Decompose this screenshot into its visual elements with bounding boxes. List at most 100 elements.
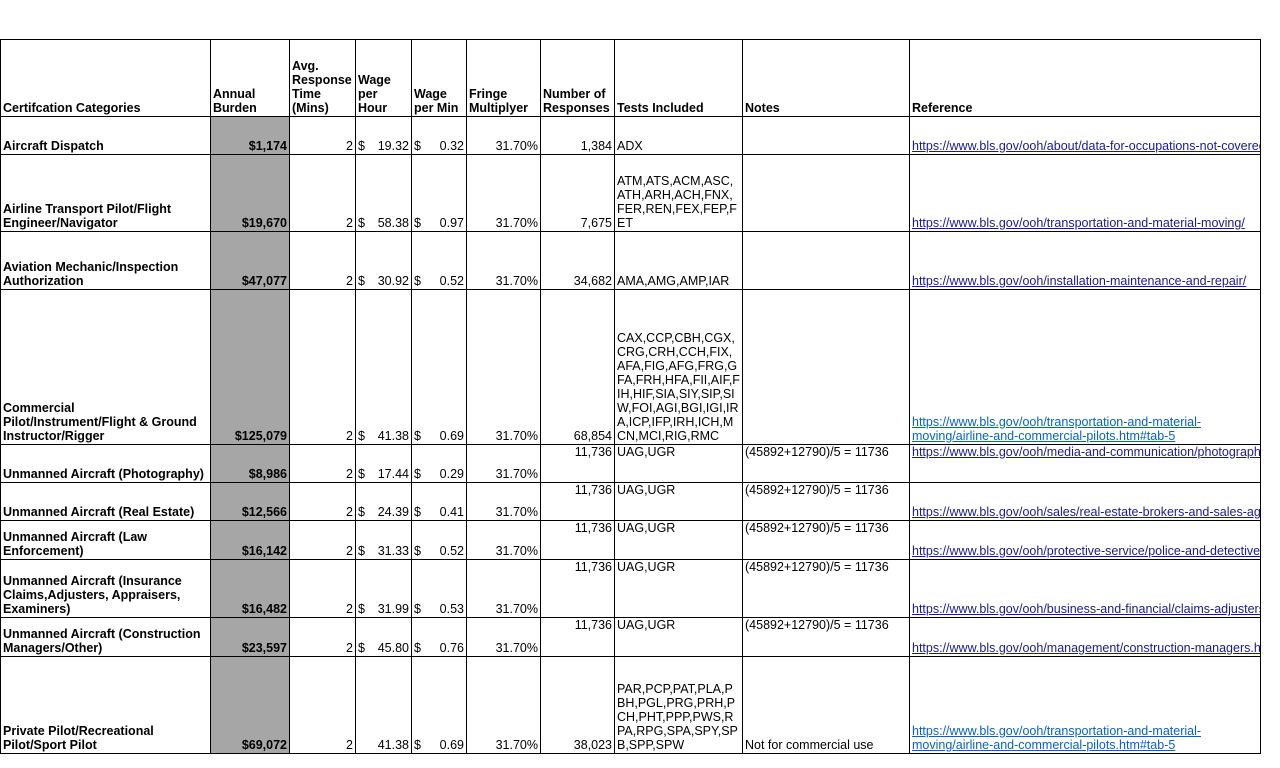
responses-cell[interactable]: 1,384 [540, 116, 615, 155]
wage-min-cell[interactable]: $0.69 [411, 289, 467, 445]
response-time-cell[interactable]: 2 [289, 559, 356, 618]
response-time-cell[interactable]: 2 [289, 520, 356, 560]
reference-link[interactable]: https://www.bls.gov/ooh/media-and-commun… [912, 445, 1261, 460]
reference-cell[interactable]: https://www.bls.gov/ooh/about/data-for-o… [909, 116, 1261, 155]
reference-link[interactable]: https://www.bls.gov/ooh/transportation-a… [912, 724, 1202, 752]
reference-link[interactable]: https://www.bls.gov/ooh/sales/real-estat… [912, 505, 1261, 519]
reference-cell[interactable]: https://www.bls.gov/ooh/media-and-commun… [909, 444, 1261, 483]
reference-cell[interactable]: https://www.bls.gov/ooh/protective-servi… [909, 520, 1261, 560]
reference-cell[interactable]: https://www.bls.gov/ooh/transportation-a… [909, 656, 1261, 754]
reference-link[interactable]: https://www.bls.gov/ooh/business-and-fin… [912, 602, 1260, 616]
category-cell[interactable]: Aviation Mechanic/Inspection Authorizati… [0, 231, 211, 290]
annual-burden-cell[interactable]: $16,482 [210, 559, 290, 618]
responses-cell[interactable]: 68,854 [540, 289, 615, 445]
category-cell[interactable]: Unmanned Aircraft (Real Estate) [0, 482, 211, 521]
reference-link[interactable]: https://www.bls.gov/ooh/installation-mai… [912, 274, 1247, 288]
reference-link[interactable]: https://www.bls.gov/ooh/transportation-a… [912, 415, 1202, 443]
annual-burden-cell[interactable]: $19,670 [210, 154, 290, 232]
responses-cell[interactable]: 34,682 [540, 231, 615, 290]
wage-hour-cell[interactable]: $31.33 [355, 520, 412, 560]
notes-cell[interactable]: (45892+12790)/5 = 11736 [742, 520, 910, 560]
wage-min-cell[interactable]: $0.32 [411, 116, 467, 155]
fringe-multiplier-cell[interactable]: 31.70% [466, 116, 541, 155]
wage-min-cell[interactable]: $0.41 [411, 482, 467, 521]
notes-cell[interactable]: Not for commercial use [742, 656, 910, 754]
annual-burden-cell[interactable]: $69,072 [210, 656, 290, 754]
wage-hour-cell[interactable]: $45.80 [355, 617, 412, 657]
tests-cell[interactable]: PAR,PCP,PAT,PLA,PBH,PGL,PRG,PRH,PCH,PHT,… [614, 656, 743, 754]
responses-cell[interactable]: 7,675 [540, 154, 615, 232]
wage-hour-cell[interactable]: $41.38 [355, 289, 412, 445]
fringe-multiplier-cell[interactable]: 31.70% [466, 656, 541, 754]
notes-cell[interactable]: (45892+12790)/5 = 11736 [742, 482, 910, 521]
wage-min-cell[interactable]: $0.97 [411, 154, 467, 232]
notes-cell[interactable] [742, 231, 910, 290]
fringe-multiplier-cell[interactable]: 31.70% [466, 289, 541, 445]
reference-link[interactable]: https://www.bls.gov/ooh/about/data-for-o… [912, 139, 1260, 153]
notes-cell[interactable]: (45892+12790)/5 = 11736 [742, 559, 910, 618]
category-cell[interactable]: Unmanned Aircraft (Construction Managers… [0, 617, 211, 657]
category-cell[interactable]: Airline Transport Pilot/Flight Engineer/… [0, 154, 211, 232]
notes-cell[interactable] [742, 289, 910, 445]
wage-min-cell[interactable]: $0.53 [411, 559, 467, 618]
category-cell[interactable]: Commercial Pilot/Instrument/Flight & Gro… [0, 289, 211, 445]
annual-burden-cell[interactable]: $1,174 [210, 116, 290, 155]
response-time-cell[interactable]: 2 [289, 116, 356, 155]
category-cell[interactable]: Unmanned Aircraft (Photography) [0, 444, 211, 483]
response-time-cell[interactable]: 2 [289, 444, 356, 483]
response-time-cell[interactable]: 2 [289, 617, 356, 657]
wage-hour-cell[interactable]: 41.38 [355, 656, 412, 754]
reference-cell[interactable]: https://www.bls.gov/ooh/transportation-a… [909, 289, 1261, 445]
fringe-multiplier-cell[interactable]: 31.70% [466, 231, 541, 290]
tests-cell[interactable]: UAG,UGR [614, 559, 743, 618]
wage-hour-cell[interactable]: $31.99 [355, 559, 412, 618]
category-cell[interactable]: Unmanned Aircraft (Law Enforcement) [0, 520, 211, 560]
reference-cell[interactable]: https://www.bls.gov/ooh/management/const… [909, 617, 1261, 657]
annual-burden-cell[interactable]: $23,597 [210, 617, 290, 657]
response-time-cell[interactable]: 2 [289, 231, 356, 290]
notes-cell[interactable]: (45892+12790)/5 = 11736 [742, 444, 910, 483]
annual-burden-cell[interactable]: $16,142 [210, 520, 290, 560]
response-time-cell[interactable]: 2 [289, 289, 356, 445]
response-time-cell[interactable]: 2 [289, 482, 356, 521]
tests-cell[interactable]: UAG,UGR [614, 617, 743, 657]
fringe-multiplier-cell[interactable]: 31.70% [466, 617, 541, 657]
wage-hour-cell[interactable]: $24.39 [355, 482, 412, 521]
responses-cell[interactable]: 11,736 [540, 482, 615, 521]
reference-link[interactable]: https://www.bls.gov/ooh/protective-servi… [912, 544, 1261, 558]
tests-cell[interactable]: UAG,UGR [614, 482, 743, 521]
responses-cell[interactable]: 11,736 [540, 559, 615, 618]
annual-burden-cell[interactable]: $8,986 [210, 444, 290, 483]
wage-hour-cell[interactable]: $19.32 [355, 116, 412, 155]
response-time-cell[interactable]: 2 [289, 154, 356, 232]
wage-min-cell[interactable]: $0.52 [411, 231, 467, 290]
fringe-multiplier-cell[interactable]: 31.70% [466, 520, 541, 560]
tests-cell[interactable]: UAG,UGR [614, 520, 743, 560]
reference-cell[interactable]: https://www.bls.gov/ooh/business-and-fin… [909, 559, 1261, 618]
tests-cell[interactable]: UAG,UGR [614, 444, 743, 483]
fringe-multiplier-cell[interactable]: 31.70% [466, 482, 541, 521]
notes-cell[interactable]: (45892+12790)/5 = 11736 [742, 617, 910, 657]
responses-cell[interactable]: 11,736 [540, 617, 615, 657]
wage-hour-cell[interactable]: $17.44 [355, 444, 412, 483]
tests-cell[interactable]: ADX [614, 116, 743, 155]
notes-cell[interactable] [742, 154, 910, 232]
annual-burden-cell[interactable]: $12,566 [210, 482, 290, 521]
wage-min-cell[interactable]: $0.29 [411, 444, 467, 483]
wage-hour-cell[interactable]: $58.38 [355, 154, 412, 232]
fringe-multiplier-cell[interactable]: 31.70% [466, 559, 541, 618]
tests-cell[interactable]: CAX,CCP,CBH,CGX,CRG,CRH,CCH,FIX,AFA,FIG,… [614, 289, 743, 445]
wage-min-cell[interactable]: $0.52 [411, 520, 467, 560]
fringe-multiplier-cell[interactable]: 31.70% [466, 154, 541, 232]
reference-link[interactable]: https://www.bls.gov/ooh/transportation-a… [912, 216, 1245, 230]
category-cell[interactable]: Private Pilot/Recreational Pilot/Sport P… [0, 656, 211, 754]
fringe-multiplier-cell[interactable]: 31.70% [466, 444, 541, 483]
response-time-cell[interactable]: 2 [289, 656, 356, 754]
tests-cell[interactable]: ATM,ATS,ACM,ASC,ATH,ARH,ACH,FNX,FER,REN,… [614, 154, 743, 232]
responses-cell[interactable]: 11,736 [540, 444, 615, 483]
annual-burden-cell[interactable]: $47,077 [210, 231, 290, 290]
responses-cell[interactable]: 38,023 [540, 656, 615, 754]
wage-hour-cell[interactable]: $30.92 [355, 231, 412, 290]
wage-min-cell[interactable]: $0.69 [411, 656, 467, 754]
notes-cell[interactable] [742, 116, 910, 155]
